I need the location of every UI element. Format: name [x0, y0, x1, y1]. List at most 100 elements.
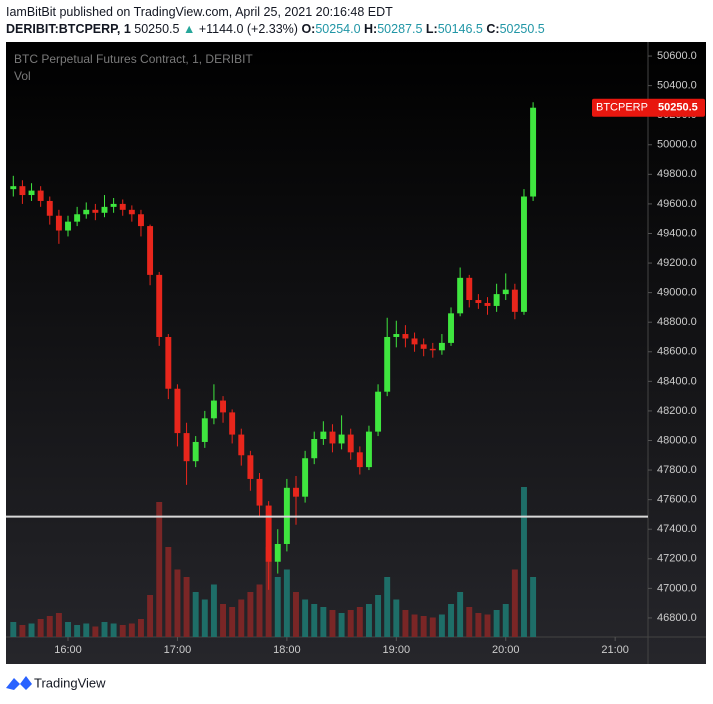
candle-body	[28, 190, 35, 196]
x-tick-label: 21:00	[601, 644, 629, 656]
volume-bar	[420, 616, 427, 637]
candle-body	[65, 221, 71, 231]
candle-body	[484, 302, 491, 306]
y-tick-label: 46800.0	[657, 612, 697, 624]
y-tick-label: 47000.0	[657, 582, 697, 594]
volume-bar	[475, 613, 482, 637]
candle-body	[19, 186, 26, 196]
l-label: L:	[425, 22, 438, 36]
candle-body	[138, 214, 144, 227]
close: 50250.5	[499, 22, 545, 36]
candle-body	[457, 277, 464, 314]
candle-body	[101, 206, 108, 213]
candle-body	[37, 190, 44, 201]
volume-bar	[210, 584, 217, 637]
volume-bar	[484, 614, 491, 637]
candle-body	[110, 203, 117, 207]
candle-body	[128, 209, 135, 215]
volume-bar	[493, 610, 500, 637]
candle-body	[511, 289, 518, 312]
publisher: IamBitBit published on TradingView.com, …	[6, 5, 393, 19]
volume-bar	[402, 610, 409, 637]
brand: TradingView	[34, 675, 106, 690]
volume-bar	[311, 604, 318, 637]
volume-bar	[247, 592, 254, 637]
candle-body	[411, 338, 418, 345]
candle-body	[293, 487, 299, 497]
price-tag-value: 50250.5	[658, 102, 698, 114]
candle-body	[438, 342, 445, 351]
y-tick-label: 47600.0	[657, 494, 697, 506]
volume-bar	[19, 625, 26, 637]
volume-bar	[393, 599, 400, 637]
volume-bar	[365, 604, 372, 637]
candle-body	[420, 344, 427, 349]
candle-body	[92, 209, 99, 213]
y-tick-label: 48600.0	[657, 346, 697, 358]
y-tick-label: 50600.0	[657, 50, 697, 62]
volume-bar	[274, 577, 281, 637]
candle-body	[147, 226, 154, 275]
candle-body	[302, 458, 309, 497]
candle-body	[74, 214, 81, 222]
volume-bar	[411, 614, 418, 637]
volume-bar	[65, 622, 71, 637]
y-tick-label: 49000.0	[657, 287, 697, 299]
y-tick-label: 48000.0	[657, 434, 697, 446]
volume-bar	[320, 607, 327, 637]
high: 50287.5	[377, 22, 423, 36]
candle-body	[165, 336, 172, 389]
volume-bar	[356, 607, 363, 637]
y-tick-label: 49400.0	[657, 227, 697, 239]
y-tick-label: 48800.0	[657, 316, 697, 328]
candle-body	[338, 434, 345, 444]
y-tick-label: 49200.0	[657, 257, 697, 269]
volume-label: Vol	[14, 69, 31, 83]
volume-bar	[147, 595, 154, 637]
candle-body	[183, 433, 190, 462]
volume-bar	[83, 623, 90, 637]
volume-bar	[438, 614, 445, 637]
quote-line: DERIBIT:BTCPERP, 1 50250.5 ▲ +1144.0 (+2…	[6, 22, 545, 36]
x-tick-label: 19:00	[383, 644, 411, 656]
volume-bar	[338, 613, 345, 637]
volume-bar	[521, 487, 527, 637]
volume-bar	[128, 623, 135, 637]
candle-body	[329, 431, 336, 444]
volume-bar	[10, 622, 17, 637]
volume-bar	[448, 604, 454, 637]
volume-bar	[55, 613, 62, 637]
volume-bar	[201, 599, 208, 637]
candle-body	[521, 196, 527, 312]
footer: TradingView	[6, 675, 106, 690]
volume-bar	[502, 604, 509, 637]
candle-body	[256, 478, 263, 506]
candle-body	[46, 200, 53, 216]
y-tick-label: 50000.0	[657, 139, 697, 151]
c-label: C:	[486, 22, 500, 36]
volume-bar	[74, 625, 81, 637]
x-tick-label: 16:00	[54, 644, 82, 656]
candle-body	[229, 412, 236, 435]
volume-bar	[457, 592, 464, 637]
candle-body	[311, 439, 318, 459]
candle-body	[83, 209, 90, 215]
volume-bar	[101, 622, 108, 637]
candle-body	[174, 388, 181, 434]
volume-bar	[375, 595, 382, 637]
chart-title: BTC Perpetual Futures Contract, 1, DERIB…	[14, 52, 253, 66]
volume-bar	[156, 502, 163, 637]
candle-body	[530, 107, 537, 197]
candle-body	[220, 400, 227, 413]
candle-body	[274, 543, 281, 562]
candle-body	[375, 391, 382, 432]
candle-body	[156, 274, 163, 337]
y-tick-label: 47800.0	[657, 464, 697, 476]
candle-body	[365, 431, 372, 468]
volume-bar	[238, 599, 245, 637]
candle-body	[192, 441, 199, 462]
candle-body	[55, 215, 62, 231]
candle-body	[356, 452, 363, 468]
price-tag-name: BTCPERP	[596, 102, 648, 114]
y-tick-label: 47200.0	[657, 553, 697, 565]
